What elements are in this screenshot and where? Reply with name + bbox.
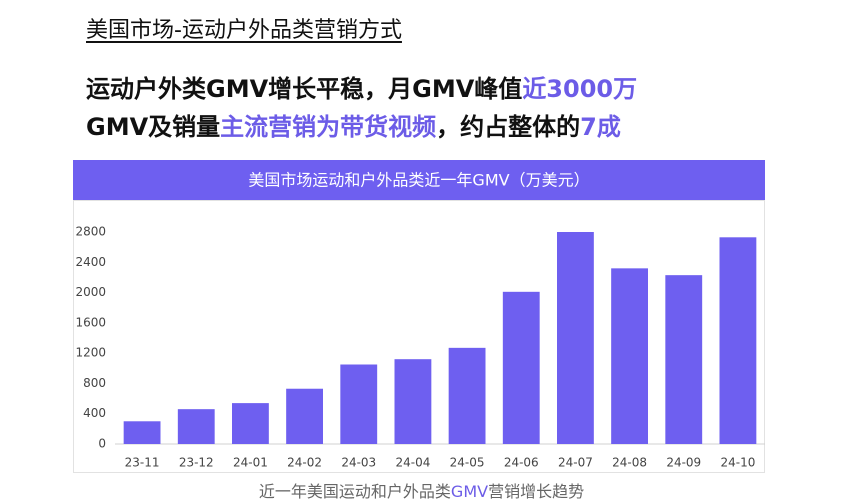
text: 营销增长趋势: [488, 482, 585, 501]
bar: [719, 237, 757, 444]
x-tick-label: 24-09: [666, 456, 701, 470]
x-tick-label: 23-11: [125, 456, 160, 470]
x-tick-label: 24-07: [558, 456, 593, 470]
x-tick-label: 24-10: [720, 456, 755, 470]
caption: 近一年美国运动和户外品类GMV营销增长趋势: [0, 478, 843, 502]
bar: [394, 359, 432, 444]
x-tick-label: 23-12: [179, 456, 214, 470]
highlight-text: 主流营销为带货视频: [220, 113, 437, 141]
x-tick-label: 24-06: [504, 456, 539, 470]
bar: [665, 275, 703, 444]
x-tick-label: 24-01: [233, 456, 268, 470]
bar: [448, 347, 486, 444]
y-tick-label: 1600: [75, 315, 106, 329]
x-tick-label: 24-05: [450, 456, 485, 470]
x-tick-label: 24-08: [612, 456, 647, 470]
bar: [557, 232, 594, 444]
highlight-text: 7成: [580, 113, 621, 141]
y-tick-label: 800: [83, 376, 106, 390]
bar: [177, 409, 215, 444]
y-tick-label: 1200: [75, 346, 106, 360]
bar: [123, 421, 161, 444]
text: ，约占整体的: [436, 113, 581, 141]
y-tick-label: 2000: [75, 285, 106, 299]
headline-line: GMV及销量主流营销为带货视频，约占整体的7成: [86, 108, 637, 146]
y-tick-label: 0: [98, 437, 106, 451]
bar: [611, 268, 648, 444]
x-tick-label: 24-02: [287, 456, 322, 470]
chart-frame: [73, 200, 765, 473]
y-tick-label: 2800: [75, 225, 106, 239]
headline: 运动户外类GMV增长平稳，月GMV峰值近3000万 GMV及销量主流营销为带货视频…: [86, 70, 637, 146]
bar: [502, 291, 540, 444]
chart-title-banner: [73, 160, 765, 200]
chart-title: 美国市场运动和户外品类近一年GMV（万美元）: [248, 171, 589, 190]
text: 近一年美国运动和户外品类: [258, 482, 451, 501]
text: GMV及销量: [86, 113, 221, 141]
bar: [286, 388, 323, 444]
x-tick-label: 24-03: [341, 456, 376, 470]
chart: 美国市场运动和户外品类近一年GMV（万美元） 0 400 800 1200 1600 20…: [73, 160, 765, 473]
x-tick-label: 24-04: [395, 456, 430, 470]
y-tick-label: 400: [83, 406, 106, 420]
slide-title: 美国市场-运动户外品类营销方式: [86, 18, 402, 43]
highlight-text: 近3000万: [522, 75, 638, 103]
text: 运动户外类GMV增长平稳，月GMV峰值: [86, 75, 523, 103]
headline-line: 运动户外类GMV增长平稳，月GMV峰值近3000万: [86, 70, 637, 108]
bar: [232, 403, 269, 444]
highlight-text: GMV: [450, 482, 489, 501]
y-tick-label: 2400: [75, 255, 106, 269]
bar: [340, 364, 378, 444]
